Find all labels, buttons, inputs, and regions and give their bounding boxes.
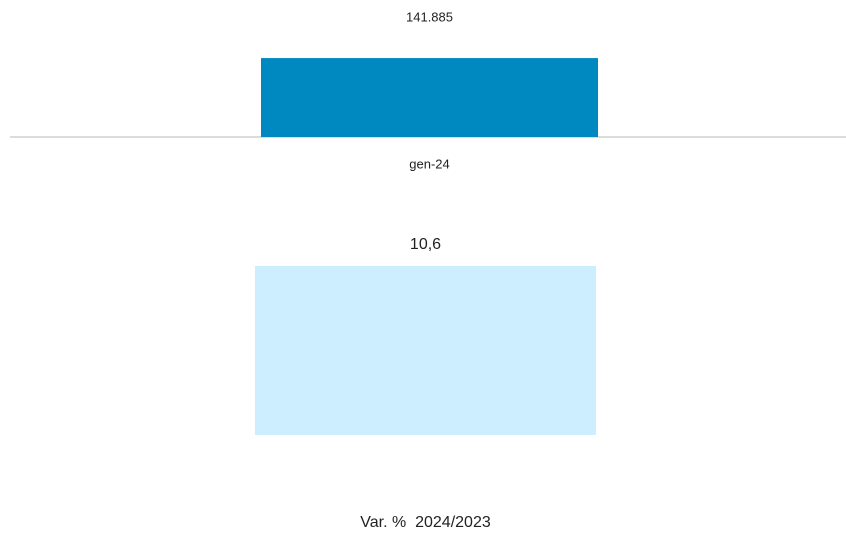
value-label: 10,6 — [410, 236, 441, 253]
value-label: 141.885 — [406, 9, 453, 24]
category-label: Var. % 2024/2023 — [360, 514, 491, 531]
bar — [261, 58, 598, 137]
bar — [255, 266, 596, 435]
category-label: gen-24 — [409, 156, 449, 171]
